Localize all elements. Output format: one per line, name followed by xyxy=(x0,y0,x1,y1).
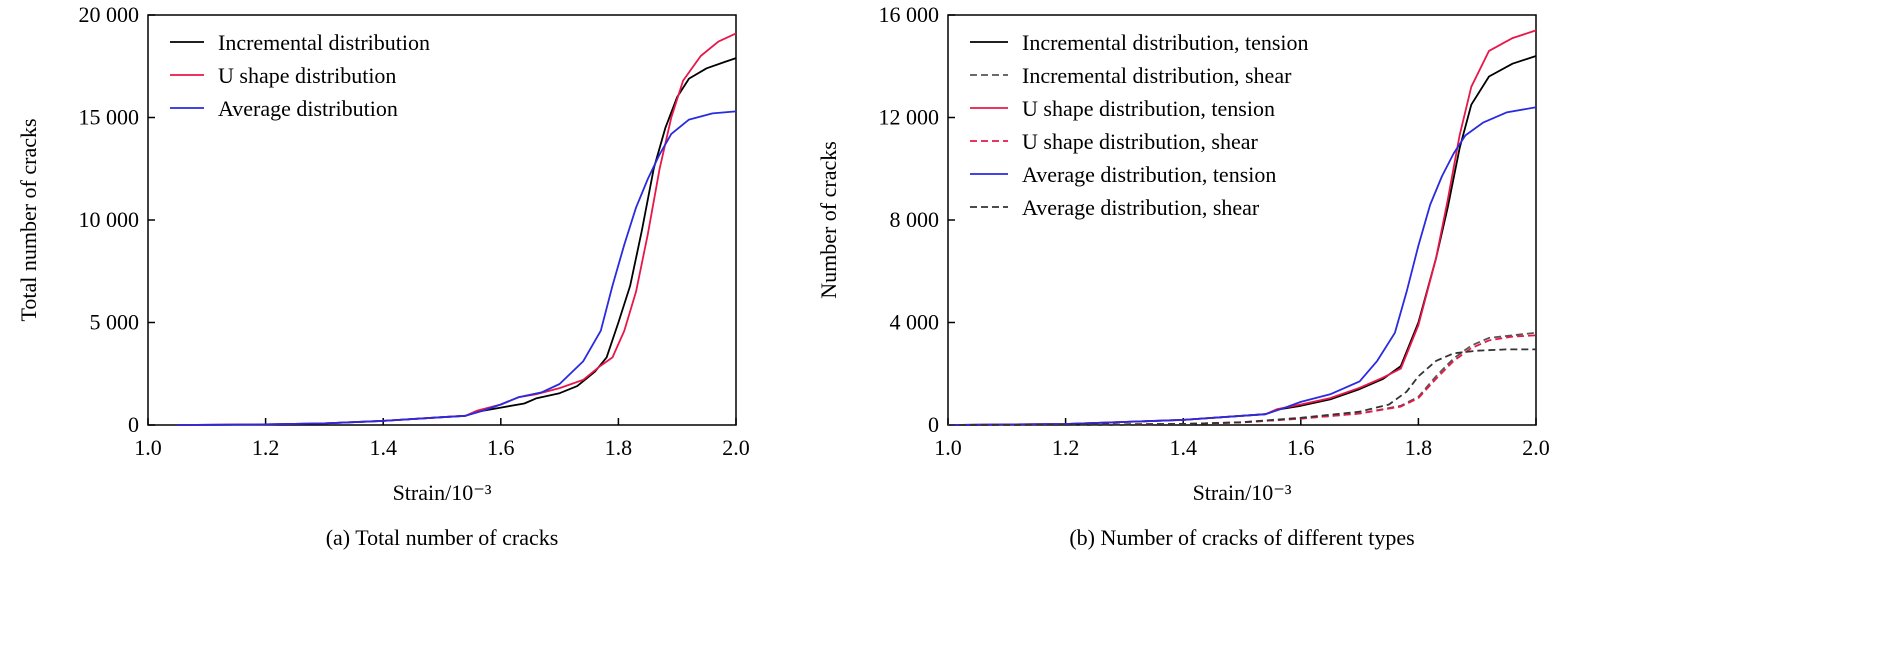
x-tick-label: 1.0 xyxy=(134,435,162,460)
legend-label: Incremental distribution, tension xyxy=(1022,30,1309,55)
x-tick-label: 2.0 xyxy=(1522,435,1550,460)
x-axis-label: Strain/10⁻³ xyxy=(1193,480,1292,505)
x-tick-label: 1.8 xyxy=(1405,435,1433,460)
y-axis-label: Total number of cracks xyxy=(16,118,41,321)
legend-label: Average distribution, shear xyxy=(1022,195,1260,220)
y-tick-label: 15 000 xyxy=(79,105,140,130)
series-line xyxy=(947,334,1537,426)
y-tick-label: 8 000 xyxy=(890,207,940,232)
series-line xyxy=(947,29,1537,426)
legend: Incremental distribution U shape distribu… xyxy=(170,30,430,121)
x-tick-label: 1.6 xyxy=(1287,435,1315,460)
x-tick-label: 1.4 xyxy=(369,435,397,460)
y-tick-label: 20 000 xyxy=(79,2,140,27)
tick-group: 1.0 1.2 1.4 1.6 1.8 2.0 0 5 000 10 000 15 000 20 0… xyxy=(79,2,750,460)
series-line xyxy=(177,110,737,426)
series-line xyxy=(947,331,1537,426)
caption-a: (a) Total number of cracks xyxy=(326,525,559,550)
y-axis-label: Number of cracks xyxy=(816,141,841,299)
y-tick-label: 4 000 xyxy=(890,310,940,335)
x-tick-label: 1.2 xyxy=(1052,435,1080,460)
y-tick-label: 10 000 xyxy=(79,207,140,232)
x-tick-label: 1.8 xyxy=(605,435,633,460)
legend-label: Average distribution, tension xyxy=(1022,162,1276,187)
series-group xyxy=(947,29,1537,426)
legend-label: U shape distribution xyxy=(218,63,396,88)
x-tick-label: 1.4 xyxy=(1169,435,1197,460)
x-tick-label: 2.0 xyxy=(722,435,750,460)
legend-label: U shape distribution, shear xyxy=(1022,129,1259,154)
legend-label: Incremental distribution xyxy=(218,30,430,55)
y-tick-label: 5 000 xyxy=(90,310,140,335)
y-tick-label: 16 000 xyxy=(879,2,940,27)
series-group xyxy=(177,32,737,426)
x-axis-label: Strain/10⁻³ xyxy=(393,480,492,505)
series-line xyxy=(177,32,737,426)
y-tick-label: 12 000 xyxy=(879,105,940,130)
series-line xyxy=(947,106,1537,426)
legend-label: U shape distribution, tension xyxy=(1022,96,1275,121)
y-tick-label: 0 xyxy=(928,412,939,437)
caption-b: (b) Number of cracks of different types xyxy=(1069,525,1414,550)
x-tick-label: 1.6 xyxy=(487,435,515,460)
tick-group: 1.0 1.2 1.4 1.6 1.8 2.0 0 4 000 8 000 12 000 16 00… xyxy=(879,2,1550,460)
x-tick-label: 1.0 xyxy=(934,435,962,460)
chart-panel-b: 1.0 1.2 1.4 1.6 1.8 2.0 0 4 000 8 000 12 000 16 00… xyxy=(816,2,1550,550)
chart-panel-a: 1.0 1.2 1.4 1.6 1.8 2.0 0 5 000 10 000 15 000 20 0… xyxy=(16,2,750,550)
legend-label: Incremental distribution, shear xyxy=(1022,63,1292,88)
legend: Incremental distribution, tension Increme… xyxy=(970,30,1309,220)
x-tick-label: 1.2 xyxy=(252,435,280,460)
series-line xyxy=(947,348,1536,426)
legend-label: Average distribution xyxy=(218,96,398,121)
y-tick-label: 0 xyxy=(128,412,139,437)
